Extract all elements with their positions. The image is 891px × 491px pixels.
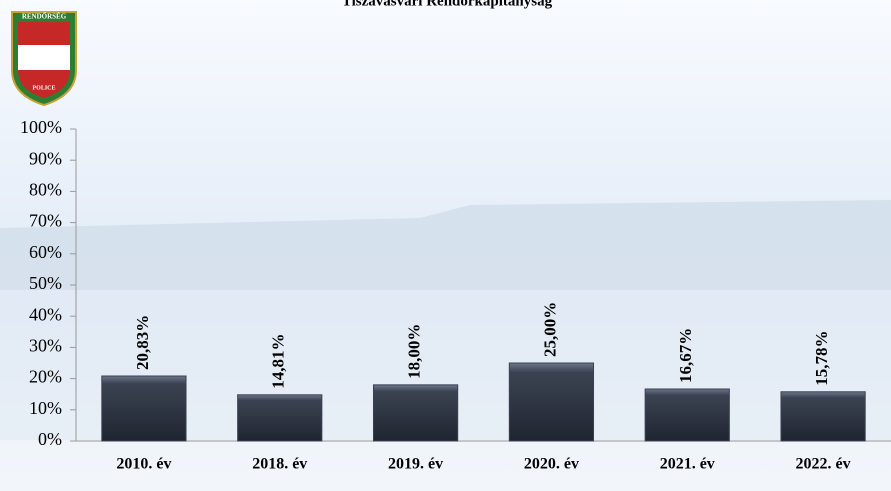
y-tick-label: 100% (20, 117, 62, 137)
bar (101, 375, 187, 442)
bar (237, 394, 323, 442)
y-tick-label: 40% (29, 304, 62, 324)
chart-title: Tiszavasvári Rendőrkapitányság (342, 0, 553, 9)
y-tick-label: 20% (29, 367, 62, 387)
value-label: 18,00% (404, 324, 423, 379)
value-label: 20,83% (133, 315, 152, 370)
value-label: 25,00% (540, 302, 559, 357)
value-label: 14,81% (269, 334, 288, 389)
y-tick-label: 10% (29, 398, 62, 418)
logo: RENDŐRSÉG POLICE (11, 11, 77, 107)
x-tick-label: 2018. év (252, 456, 307, 473)
y-tick-label: 90% (29, 148, 62, 168)
y-tick-label: 60% (29, 242, 62, 262)
bar (508, 362, 595, 442)
y-tick-label: 70% (29, 211, 62, 231)
y-tick-label: 0% (38, 429, 62, 449)
x-tick-label: 2020. év (524, 456, 579, 473)
x-tick-label: 2022. év (796, 456, 851, 473)
bar (780, 391, 866, 442)
value-label: 15,78% (812, 331, 831, 386)
value-label: 16,67% (676, 328, 695, 383)
bar (372, 384, 459, 442)
logo-bottom: POLICE (32, 85, 55, 91)
y-tick-label: 80% (29, 180, 62, 200)
x-tick-label: 2010. év (116, 456, 171, 473)
x-tick-label: 2021. év (660, 456, 715, 473)
logo-top: RENDŐRSÉG (22, 13, 67, 21)
x-tick-label: 2019. év (388, 456, 443, 473)
bar (644, 388, 730, 442)
y-tick-label: 30% (29, 336, 62, 356)
y-tick-label: 50% (29, 273, 62, 293)
